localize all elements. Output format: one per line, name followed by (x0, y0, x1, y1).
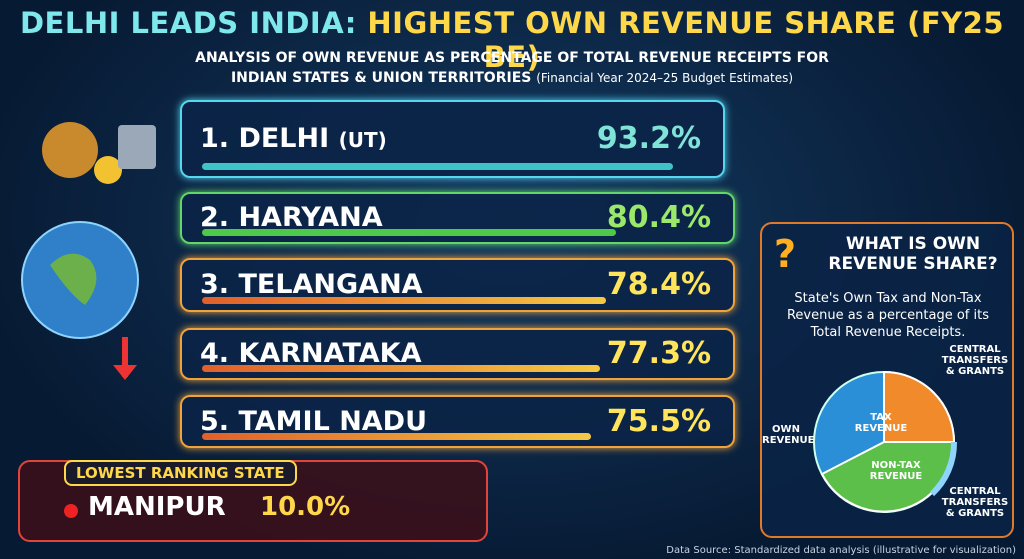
lowest-name: MANIPUR (88, 492, 226, 522)
subtitle-note: (Financial Year 2024–25 Budget Estimates… (536, 71, 794, 85)
bar (202, 229, 617, 236)
lowest-panel: LOWEST RANKING STATE MANIPUR 10.0% (18, 460, 488, 542)
bar (202, 365, 601, 372)
state-name: TAMIL NADU (238, 405, 428, 437)
title-part: DELHI LEADS INDIA: (19, 6, 357, 40)
rank: 2. (200, 202, 230, 233)
rank: 5. (200, 405, 230, 437)
ranking-row: 4. KARNATAKA 77.3% (180, 328, 735, 380)
pie-label: CENTRAL TRANSFERS & GRANTS (941, 486, 1009, 519)
state-name: KARNATAKA (238, 338, 422, 369)
footer: Data Source: Standardized data analysis … (666, 545, 1016, 556)
explainer-panel: ? WHAT IS OWN REVENUE SHARE? State's Own… (760, 222, 1014, 538)
ranking-name: 5. TAMIL NADU (200, 406, 427, 437)
state-name: TELANGANA (238, 269, 423, 300)
ranking-value: 78.4% (606, 267, 711, 302)
ranking-value: 93.2% (596, 121, 701, 156)
ranking-value: 77.3% (606, 336, 711, 371)
pie-label: OWN REVENUE (762, 424, 815, 446)
state-name: DELHI (238, 123, 330, 154)
subtitle-text: INDIAN STATES & UNION TERRITORIES (230, 70, 532, 86)
title-part: HIGHEST OWN REVENUE SHARE (FY25 BE) (367, 6, 1004, 74)
ranking-row: 2. HARYANA 80.4% (180, 192, 735, 244)
decor (21, 122, 156, 380)
ranking-value: 75.5% (606, 403, 711, 439)
ranking-row: 1. DELHI (UT) 93.2% (180, 100, 725, 178)
lowest-heading: LOWEST RANKING STATE (64, 460, 297, 486)
title: DELHI LEADS INDIA: HIGHEST OWN REVENUE S… (0, 6, 1024, 74)
rank: 3. (200, 269, 230, 300)
rank: 1. (200, 123, 230, 154)
ranking-name: 1. DELHI (UT) (200, 123, 387, 154)
ranking-row: 5. TAMIL NADU 75.5% (180, 395, 735, 448)
subtitle: INDIAN STATES & UNION TERRITORIES (Finan… (0, 70, 1024, 86)
bar (202, 297, 606, 304)
pie-label: TAX REVENUE (854, 412, 908, 434)
lowest-value: 10.0% (260, 492, 351, 522)
icon: ? (774, 232, 797, 276)
rank: 4. (200, 338, 230, 369)
ranking-row: 3. TELANGANA 78.4% (180, 258, 735, 312)
ranking-name: 4. KARNATAKA (200, 338, 422, 369)
subtitle: ANALYSIS OF OWN REVENUE AS PERCENTAGE OF… (195, 50, 829, 66)
bar (202, 433, 591, 440)
ranking-name: 3. TELANGANA (200, 269, 423, 300)
dot (64, 504, 78, 518)
pie-label: NON-TAX REVENUE (869, 460, 923, 482)
pie-diagram (813, 370, 958, 513)
qualifier: (UT) (338, 128, 387, 152)
ranking-name: 2. HARYANA (200, 202, 383, 233)
explainer-text: State's Own Tax and Non-Tax Revenue as a… (786, 291, 989, 340)
ranking-value: 80.4% (606, 200, 711, 235)
explainer-heading: WHAT IS OWN REVENUE SHARE? (828, 234, 998, 274)
pie-label: CENTRAL TRANSFERS & GRANTS (941, 344, 1009, 377)
state-name: HARYANA (238, 202, 383, 233)
bar (202, 163, 673, 170)
